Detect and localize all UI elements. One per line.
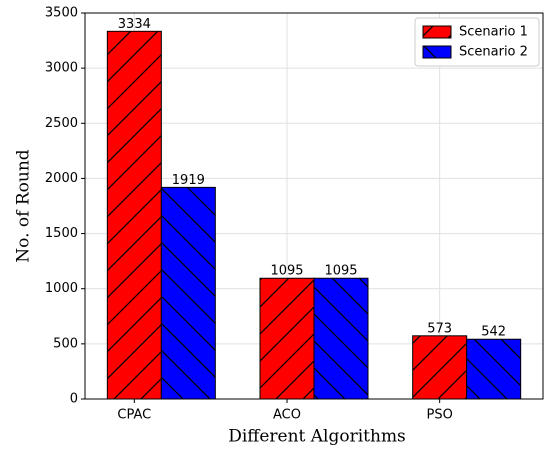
data-label: 573 [427,321,452,336]
y-tick-label: 1000 [45,281,78,296]
data-label: 3334 [118,17,151,32]
bar [259,277,315,400]
y-tick-label: 0 [70,392,78,407]
bar [466,338,522,400]
x-axis-label: Different Algorithms [228,427,406,447]
bar [313,277,369,400]
x-tick-label: PSO [427,408,453,423]
y-tick-label: 3000 [45,61,78,76]
plot-frame [84,12,544,400]
legend-swatch [422,25,452,39]
bar [160,186,216,400]
bar [412,335,468,400]
legend-label: Scenario 1 [459,25,528,40]
x-tick-label: ACO [273,408,301,423]
y-tick-label: 2000 [45,171,78,186]
data-label: 542 [481,325,506,340]
y-axis-label: No. of Round [14,149,34,262]
x-tick-label: CPAC [117,408,151,423]
legend-label: Scenario 2 [459,45,528,60]
bar [106,30,162,400]
y-tick-label: 3500 [45,6,78,21]
data-label: 1919 [172,173,205,188]
y-tick-label: 1500 [45,226,78,241]
y-tick-label: 2500 [45,116,78,131]
y-tick-label: 500 [53,336,78,351]
legend-swatch [422,45,452,59]
data-label: 1095 [270,264,303,279]
data-label: 1095 [324,264,357,279]
